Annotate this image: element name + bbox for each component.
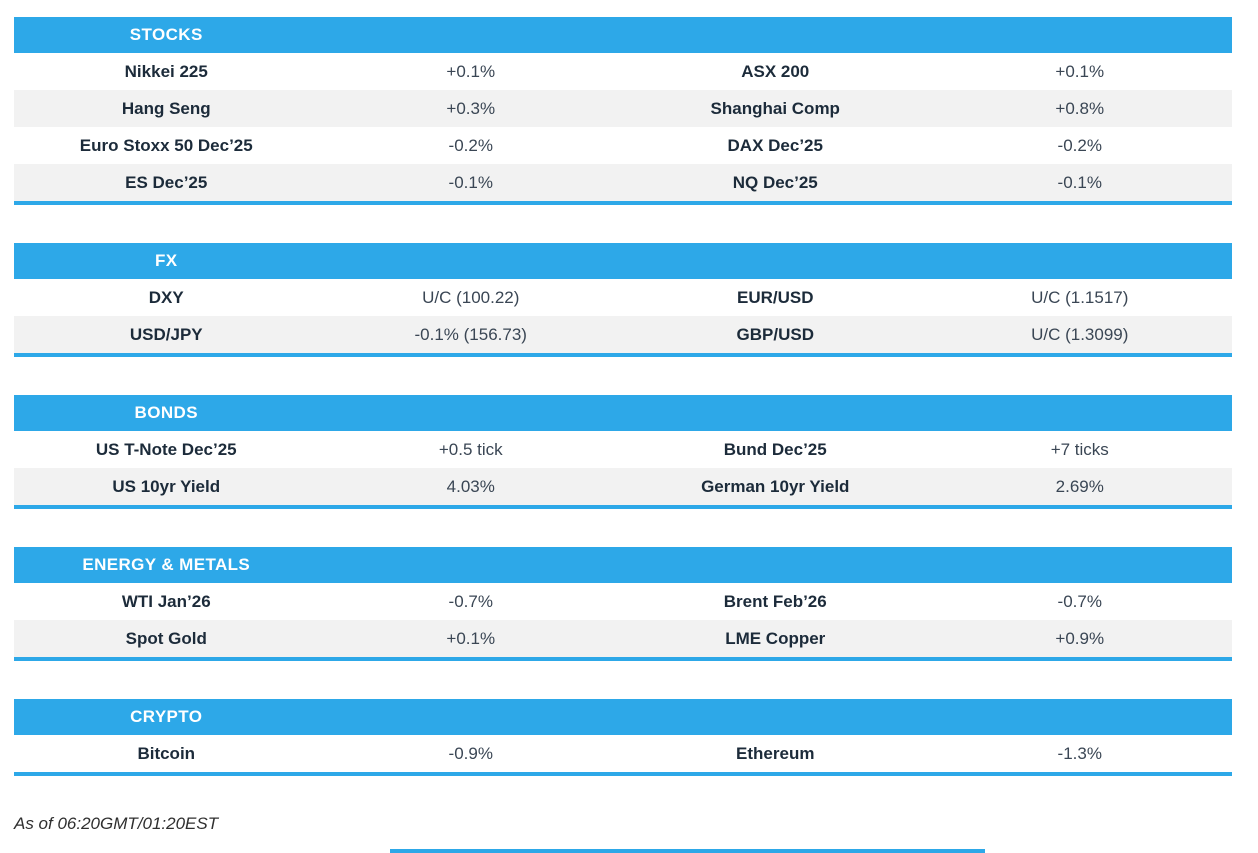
table-row: US T-Note Dec’25 +0.5 tick Bund Dec’25 +… bbox=[14, 431, 1232, 468]
table-row: DXY U/C (100.22) EUR/USD U/C (1.1517) bbox=[14, 279, 1232, 316]
section-title: STOCKS bbox=[129, 25, 203, 44]
instrument-label: Hang Seng bbox=[121, 98, 211, 118]
table-row: WTI Jan’26 -0.7% Brent Feb’26 -0.7% bbox=[14, 583, 1232, 620]
as-of-timestamp: As of 06:20GMT/01:20EST bbox=[14, 814, 219, 833]
section-bonds: BONDS US T-Note Dec’25 +0.5 tick Bund De… bbox=[14, 395, 1232, 509]
instrument-value: +0.9% bbox=[1055, 628, 1105, 648]
instrument-value: U/C (100.22) bbox=[422, 287, 520, 307]
instrument-label: ES Dec’25 bbox=[125, 172, 208, 192]
instrument-label: Shanghai Comp bbox=[710, 98, 840, 118]
instrument-label: ASX 200 bbox=[741, 61, 810, 81]
instrument-value: +7 ticks bbox=[1050, 439, 1109, 459]
market-wrap-page: STOCKS Nikkei 225 +0.1% ASX 200 +0.1% Ha… bbox=[14, 17, 1232, 833]
section-header-crypto: CRYPTO bbox=[14, 699, 1232, 735]
instrument-value: +0.3% bbox=[446, 98, 496, 118]
instrument-label: Brent Feb’26 bbox=[723, 591, 827, 611]
instrument-label: German 10yr Yield bbox=[701, 476, 850, 496]
instrument-value: -1.3% bbox=[1057, 743, 1102, 763]
table-row: US 10yr Yield 4.03% German 10yr Yield 2.… bbox=[14, 468, 1232, 505]
instrument-label: Euro Stoxx 50 Dec’25 bbox=[79, 135, 253, 155]
table-row: Bitcoin -0.9% Ethereum -1.3% bbox=[14, 735, 1232, 772]
instrument-value: -0.2% bbox=[1057, 135, 1102, 155]
instrument-value: +0.1% bbox=[446, 628, 496, 648]
instrument-value: -0.1% bbox=[1057, 172, 1102, 192]
instrument-label: USD/JPY bbox=[129, 324, 203, 344]
instrument-label: Bitcoin bbox=[137, 743, 196, 763]
instrument-value: -0.7% bbox=[448, 591, 493, 611]
instrument-value: 4.03% bbox=[446, 476, 495, 496]
instrument-value: -0.1% bbox=[448, 172, 493, 192]
instrument-value: -0.9% bbox=[448, 743, 493, 763]
instrument-label: DXY bbox=[148, 287, 184, 307]
table-row: ES Dec’25 -0.1% NQ Dec’25 -0.1% bbox=[14, 164, 1232, 201]
instrument-value: -0.2% bbox=[448, 135, 493, 155]
instrument-label: GBP/USD bbox=[736, 324, 814, 344]
instrument-label: Ethereum bbox=[736, 743, 815, 763]
section-title: FX bbox=[154, 251, 178, 270]
instrument-label: LME Copper bbox=[725, 628, 826, 648]
instrument-label: Spot Gold bbox=[125, 628, 207, 648]
instrument-value: +0.5 tick bbox=[438, 439, 503, 459]
instrument-label: US 10yr Yield bbox=[112, 476, 221, 496]
instrument-label: Bund Dec’25 bbox=[723, 439, 827, 459]
table-row: Spot Gold +0.1% LME Copper +0.9% bbox=[14, 620, 1232, 657]
section-header-fx: FX bbox=[14, 243, 1232, 279]
section-stocks: STOCKS Nikkei 225 +0.1% ASX 200 +0.1% Ha… bbox=[14, 17, 1232, 205]
instrument-label: US T-Note Dec’25 bbox=[95, 439, 237, 459]
section-energy-metals: ENERGY & METALS WTI Jan’26 -0.7% Brent F… bbox=[14, 547, 1232, 661]
section-crypto: CRYPTO Bitcoin -0.9% Ethereum -1.3% bbox=[14, 699, 1232, 776]
instrument-value: -0.1% (156.73) bbox=[414, 324, 527, 344]
instrument-value: 2.69% bbox=[1055, 476, 1104, 496]
instrument-value: +0.1% bbox=[446, 61, 496, 81]
instrument-value: +0.1% bbox=[1055, 61, 1105, 81]
section-title: BONDS bbox=[134, 403, 198, 422]
instrument-label: WTI Jan’26 bbox=[121, 591, 211, 611]
table-row: Euro Stoxx 50 Dec’25 -0.2% DAX Dec’25 -0… bbox=[14, 127, 1232, 164]
table-row: USD/JPY -0.1% (156.73) GBP/USD U/C (1.30… bbox=[14, 316, 1232, 353]
instrument-label: EUR/USD bbox=[736, 287, 814, 307]
instrument-value: +0.8% bbox=[1055, 98, 1105, 118]
instrument-value: U/C (1.1517) bbox=[1031, 287, 1129, 307]
section-title: ENERGY & METALS bbox=[82, 555, 251, 574]
partial-next-section-bar bbox=[390, 849, 985, 853]
instrument-value: U/C (1.3099) bbox=[1031, 324, 1129, 344]
section-title: CRYPTO bbox=[130, 707, 203, 726]
table-row: Hang Seng +0.3% Shanghai Comp +0.8% bbox=[14, 90, 1232, 127]
section-header-bonds: BONDS bbox=[14, 395, 1232, 431]
section-fx: FX DXY U/C (100.22) EUR/USD U/C (1.1517)… bbox=[14, 243, 1232, 357]
section-header-stocks: STOCKS bbox=[14, 17, 1232, 53]
table-row: Nikkei 225 +0.1% ASX 200 +0.1% bbox=[14, 53, 1232, 90]
instrument-label: NQ Dec’25 bbox=[732, 172, 818, 192]
instrument-label: DAX Dec’25 bbox=[727, 135, 823, 155]
instrument-label: Nikkei 225 bbox=[124, 61, 208, 81]
section-header-energy-metals: ENERGY & METALS bbox=[14, 547, 1232, 583]
instrument-value: -0.7% bbox=[1057, 591, 1102, 611]
